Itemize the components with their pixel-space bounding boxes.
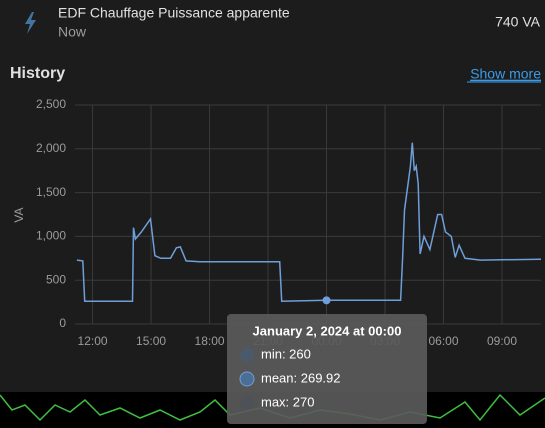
- y-tick-label: 500: [46, 272, 66, 286]
- plot: 05001,0001,5002,0002,50012:0015:0018:002…: [36, 97, 542, 348]
- history-title: History: [10, 65, 65, 82]
- tooltip: January 2, 2024 at 00:00 min: 260 mean: 26…: [227, 314, 427, 424]
- tooltip-box: [227, 314, 427, 424]
- tooltip-swatch: [239, 371, 255, 387]
- x-tick-label: 15:00: [136, 334, 166, 348]
- x-tick-label: 12:00: [78, 334, 108, 348]
- tooltip-swatch: [240, 396, 254, 410]
- x-tick-label: 06:00: [428, 334, 458, 348]
- y-tick-label: 2,500: [36, 97, 66, 111]
- y-tick-label: 2,000: [36, 141, 66, 155]
- entity-subtitle: Now: [58, 24, 87, 40]
- show-more-link[interactable]: Show more: [470, 66, 541, 82]
- next-card-sparkline: [0, 393, 545, 422]
- y-tick-label: 1,000: [36, 229, 66, 243]
- x-tick-label: 18:00: [195, 334, 225, 348]
- y-axis-label: VA: [12, 207, 26, 222]
- x-tick-label: 09:00: [487, 334, 517, 348]
- tooltip-row: min: 260: [261, 346, 311, 361]
- tooltip-title: January 2, 2024 at 00:00: [253, 323, 402, 338]
- tooltip-row: mean: 269.92: [261, 370, 341, 385]
- entity-icon: [25, 12, 36, 34]
- entity-title: EDF Chauffage Puissance apparente: [58, 5, 290, 21]
- y-tick-label: 1,500: [36, 185, 66, 199]
- y-tick-label: 0: [59, 316, 66, 330]
- entity-state: 740 VA: [495, 14, 541, 30]
- tooltip-row: max: 270: [261, 394, 314, 409]
- highlight-point: [322, 296, 331, 305]
- data-line: [76, 142, 542, 302]
- tooltip-swatch: [240, 348, 254, 362]
